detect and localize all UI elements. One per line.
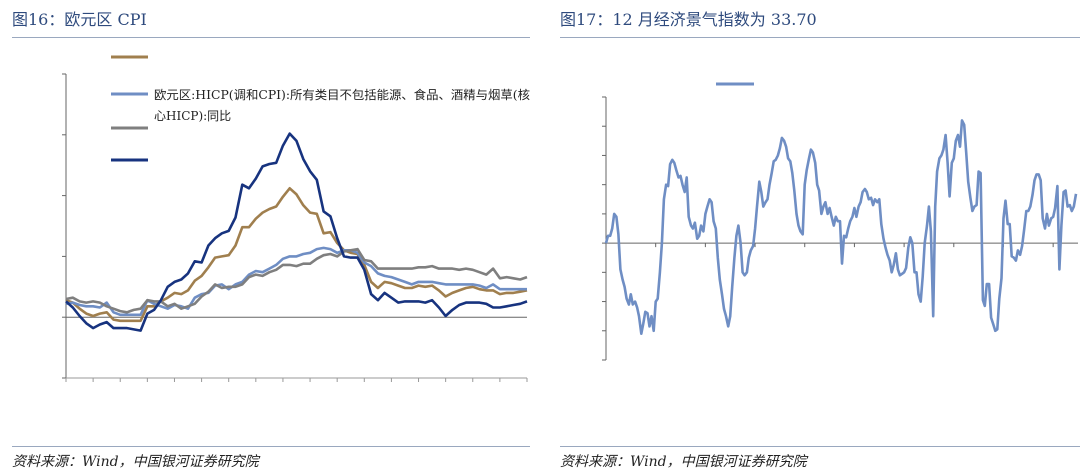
right-title-divider xyxy=(560,37,1080,38)
right-panel: 图17：12 月经济景气指数为 33.70 资料来源：Wind，中国银河证券研究… xyxy=(548,0,1080,475)
legend-label-2-wrap: 心HICP):同比 xyxy=(154,109,231,123)
right-source-divider xyxy=(560,446,1080,447)
cpi-series-line-3 xyxy=(65,247,528,314)
left-title-divider xyxy=(12,37,530,38)
left-source-note: 资料来源：Wind，中国银河证券研究院 xyxy=(12,454,259,470)
left-panel: 图16：欧元区 CPI 欧元区:HICP(调和CPI):所有类目不包括能源、食品… xyxy=(0,0,530,475)
right-figure-title: 图17：12 月经济景气指数为 33.70 xyxy=(560,10,817,29)
legend-label-2: 欧元区:HICP(调和CPI):所有类目不包括能源、食品、酒精与烟草(核 xyxy=(154,87,530,102)
left-source-divider xyxy=(12,446,530,447)
euro-cpi-chart: 欧元区:HICP(调和CPI):所有类目不包括能源、食品、酒精与烟草(核心HIC… xyxy=(62,55,530,382)
cpi-series-line-1 xyxy=(65,187,528,323)
zew-series-line xyxy=(604,119,1078,335)
left-figure-title: 图16：欧元区 CPI xyxy=(12,10,147,29)
cpi-series-line-4 xyxy=(65,132,528,332)
zew-index-chart xyxy=(602,82,1078,361)
right-source-note: 资料来源：Wind，中国银河证券研究院 xyxy=(560,454,807,470)
cpi-series-line-2 xyxy=(65,246,527,317)
